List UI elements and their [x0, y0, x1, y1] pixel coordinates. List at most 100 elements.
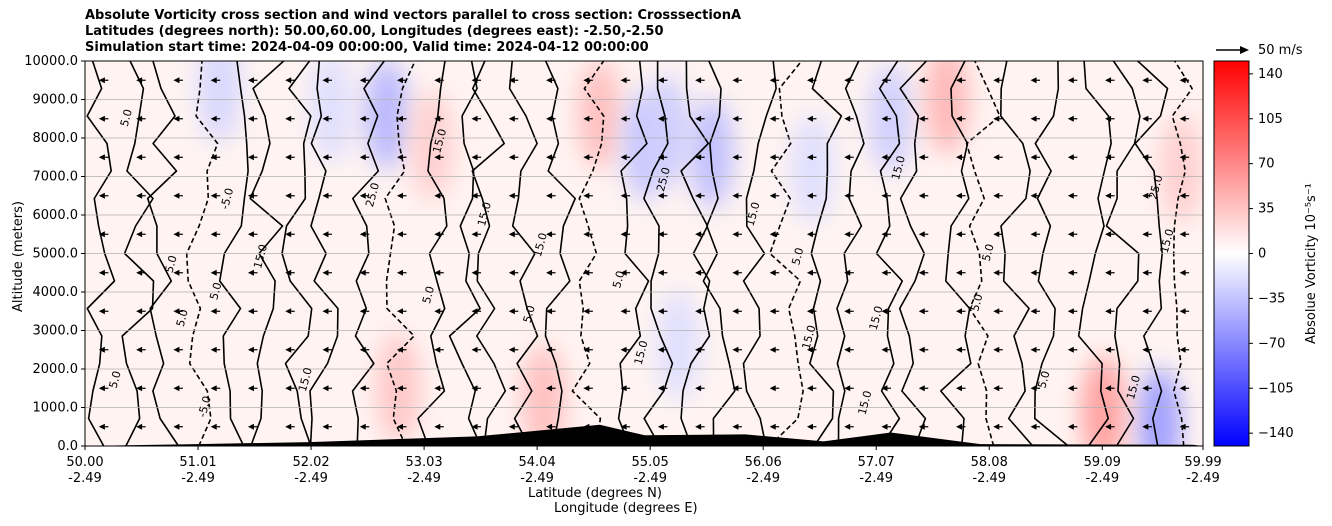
wind-vector	[247, 269, 258, 276]
wind-vector-head	[471, 115, 478, 122]
wind-vector-head	[434, 269, 441, 276]
wind-vector-head	[1142, 192, 1149, 199]
wind-vector	[1142, 308, 1152, 315]
x-tick-label-lat: 56.06	[745, 455, 782, 470]
wind-vector	[471, 308, 482, 315]
wind-vector-head	[471, 77, 478, 84]
chart-title-line-3: Simulation start time: 2024-04-09 00:00:…	[85, 40, 649, 55]
wind-vector	[620, 269, 631, 276]
wind-vector	[1179, 423, 1190, 430]
wind-vector	[695, 423, 705, 430]
wind-vector-head	[397, 346, 404, 353]
x-tick-label-lat: 50.00	[66, 455, 103, 470]
wind-vector-head	[471, 231, 478, 238]
wind-vector-head	[1105, 269, 1112, 276]
contour-label: 5.0	[1036, 370, 1053, 390]
wind-vector	[173, 269, 183, 276]
wind-vector-head	[173, 346, 180, 353]
colorbar-tick-label: −105	[1258, 381, 1294, 396]
wind-vector	[695, 77, 705, 84]
wind-vector	[695, 385, 705, 392]
wind-vector	[508, 77, 519, 84]
wind-vector	[98, 192, 109, 199]
wind-vector	[769, 115, 780, 122]
wind-vector	[806, 269, 817, 276]
wind-vector	[471, 115, 482, 122]
wind-vector	[397, 423, 407, 430]
wind-vector	[1030, 346, 1041, 353]
wind-vector	[285, 385, 295, 392]
x-tick-label-lat: 59.09	[1084, 455, 1121, 470]
wind-vector	[359, 385, 370, 392]
wind-vector	[1142, 269, 1152, 276]
wind-vector	[1142, 346, 1152, 353]
wind-vector-head	[98, 77, 105, 84]
wind-vector	[1142, 154, 1152, 161]
wind-vector-head	[173, 77, 180, 84]
wind-vector	[508, 154, 519, 161]
contour-label: 5.0	[174, 308, 191, 328]
wind-vector	[620, 231, 631, 238]
wind-vector	[993, 423, 1003, 430]
wind-vector-head	[583, 346, 590, 353]
wind-vector	[1142, 192, 1152, 199]
wind-vector	[881, 154, 891, 161]
wind-vector-head	[1067, 385, 1074, 392]
wind-vector-head	[657, 269, 664, 276]
wind-vector-head	[136, 154, 143, 161]
wind-vector-head	[1067, 423, 1074, 430]
contour-label: 15.0	[867, 305, 886, 332]
contour-label: 25.0	[654, 166, 673, 193]
wind-vector	[98, 154, 109, 161]
wind-vector-head	[806, 346, 813, 353]
wind-vector	[806, 192, 817, 199]
wind-vector-head	[918, 115, 925, 122]
wind-vector-head	[1030, 192, 1037, 199]
wind-vector-head	[732, 269, 739, 276]
wind-vector	[695, 308, 705, 315]
wind-vector	[918, 423, 929, 430]
wind-vector	[583, 269, 593, 276]
gridlines	[85, 61, 1203, 446]
wind-vector	[397, 154, 407, 161]
wind-vector	[434, 269, 444, 276]
contour-label: -5.0	[218, 187, 236, 211]
wind-vector-head	[136, 423, 143, 430]
wind-vector-head	[359, 269, 366, 276]
wind-vector	[471, 77, 482, 84]
wind-vector	[993, 269, 1003, 276]
wind-vector-head	[695, 77, 702, 84]
contour-label: -5.0	[196, 395, 214, 419]
wind-vector	[434, 385, 444, 392]
wind-vector-head	[471, 269, 478, 276]
wind-vector	[285, 192, 295, 199]
wind-vector-head	[210, 423, 217, 430]
wind-vector-head	[98, 269, 105, 276]
wind-vector	[695, 231, 705, 238]
wind-vector	[620, 154, 631, 161]
wind-vector-head	[397, 269, 404, 276]
wind-vector	[1179, 192, 1190, 199]
wind-vector	[1067, 115, 1078, 122]
wind-vector-head	[732, 192, 739, 199]
wind-vector	[657, 346, 668, 353]
wind-vector	[285, 231, 295, 238]
y-tick-label: 3000.0	[33, 324, 79, 339]
wind-vector	[322, 308, 332, 315]
wind-vector	[471, 269, 482, 276]
wind-vector	[657, 385, 668, 392]
wind-vector	[844, 115, 854, 122]
wind-vector	[657, 308, 668, 315]
wind-vector-head	[993, 385, 1000, 392]
wind-vector-head	[769, 385, 776, 392]
wind-vector-head	[210, 308, 217, 315]
wind-vector-head	[322, 192, 329, 199]
wind-vector	[247, 115, 258, 122]
wind-vector	[769, 346, 780, 353]
wind-vector-head	[844, 231, 851, 238]
y-tick-label: 8000.0	[33, 131, 79, 146]
wind-vector-head	[359, 346, 366, 353]
wind-vector-head	[732, 346, 739, 353]
wind-vector	[844, 423, 854, 430]
x-tick-label-lon: -2.49	[520, 471, 554, 486]
